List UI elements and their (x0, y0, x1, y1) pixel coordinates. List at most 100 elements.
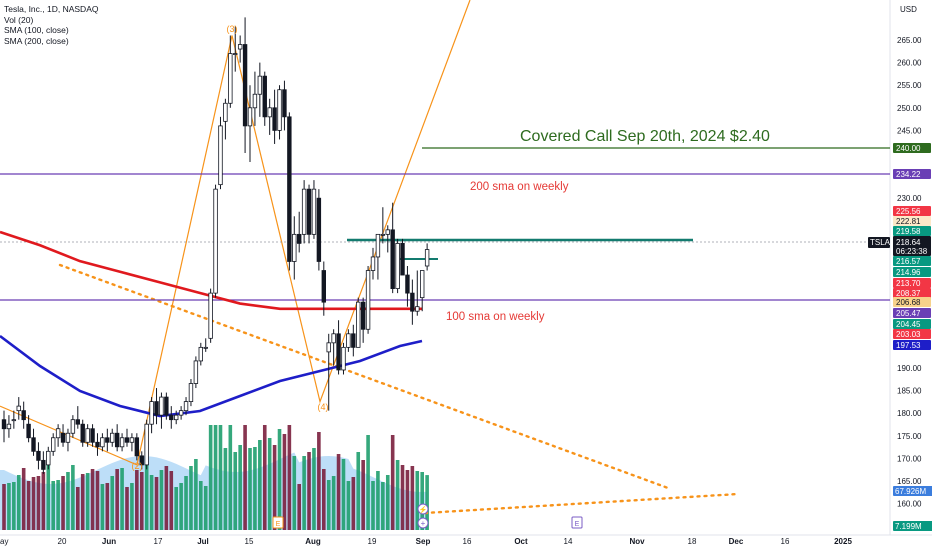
candle-body (90, 428, 95, 443)
volume-bar (326, 480, 331, 530)
price-axis-tick: 230.00 (897, 194, 922, 203)
candle-body (272, 107, 277, 131)
volume-bar (302, 456, 306, 530)
price-badge (893, 267, 931, 277)
candle-body (159, 396, 164, 416)
candle-body (16, 405, 21, 412)
volume-bar (174, 487, 178, 530)
time-axis-tick: Oct (514, 537, 528, 546)
ticker-tag-symbol: TSLA (870, 238, 891, 247)
price-badge (893, 169, 931, 179)
volume-bar (110, 476, 115, 530)
earnings-marker[interactable] (571, 516, 583, 529)
volume-bar (56, 480, 60, 530)
time-axis-tick: 17 (154, 537, 163, 546)
covered-call-annotation: Covered Call Sep 20th, 2024 $2.40 (520, 128, 770, 145)
volume-bar (208, 425, 213, 530)
candle-body (296, 233, 302, 244)
volume-bar (12, 482, 16, 530)
volume-bar (390, 435, 395, 530)
candle-body (134, 437, 140, 457)
volume-bar (203, 486, 208, 530)
earnings-marker-label: E (575, 521, 580, 528)
candle-body (105, 437, 110, 443)
price-axis-tick: 265.00 (897, 36, 922, 45)
time-axis-tick: 19 (368, 537, 377, 546)
candle-body (6, 423, 12, 430)
price-badge-value: 240.00 (896, 144, 921, 153)
time-axis-tick: Dec (729, 537, 744, 546)
candle-body (242, 44, 248, 127)
volume-bar (7, 483, 11, 530)
price-axis-tick: 255.00 (897, 81, 922, 90)
lightning-event-icon[interactable] (417, 503, 429, 515)
time-axis-tick: 16 (463, 537, 472, 546)
price-axis-tick: 245.00 (897, 126, 922, 135)
price-axis-tick: 175.00 (897, 432, 922, 441)
legend-symbol[interactable]: Tesla, Inc., 1D, NASDAQ (4, 4, 99, 14)
time-axis-tick: 16 (781, 537, 790, 546)
wave-label: (2) (132, 461, 143, 471)
candle-body (326, 342, 331, 353)
candle-body (356, 301, 361, 348)
volume-bar (410, 466, 415, 530)
volume-bar (179, 483, 183, 530)
volume-bar (154, 477, 159, 530)
volume-bar (272, 445, 277, 530)
candle-body (95, 441, 100, 448)
candle-body (380, 233, 386, 236)
candle-body (385, 229, 390, 235)
candle-body (375, 233, 381, 258)
volume-bar (346, 481, 351, 530)
volume-bar (21, 468, 26, 530)
candle-body (46, 450, 51, 466)
volume-bar (400, 465, 405, 530)
price-axis-tick: 180.00 (897, 409, 922, 418)
volume-bar (61, 476, 65, 530)
price-axis-tick: 170.00 (897, 454, 922, 463)
volume-bar (381, 482, 385, 530)
candle-body (415, 306, 420, 312)
earnings-marker[interactable] (272, 516, 284, 529)
candle-body (390, 229, 395, 289)
volume-bar (267, 438, 272, 530)
volume-bar (243, 425, 247, 530)
candle-body (419, 270, 425, 299)
candle-body (395, 242, 400, 289)
candle-body (213, 188, 218, 294)
price-badge-value: 205.47 (896, 309, 921, 318)
candle-body (346, 333, 351, 348)
volume-bar (395, 460, 400, 530)
wave-label: (4) (318, 402, 329, 412)
candle-body (198, 346, 203, 362)
legend-volume[interactable]: Vol (20) (4, 14, 34, 25)
legend-sma200[interactable]: SMA (200, close) (4, 35, 69, 46)
volume-bar (66, 472, 70, 530)
volume-bar (366, 435, 370, 530)
volume-bar (341, 459, 346, 530)
volume-bar (420, 472, 424, 530)
add-event-icon[interactable] (417, 517, 429, 529)
price-badge (893, 216, 931, 226)
volume-bar (199, 481, 203, 530)
price-badge (893, 143, 931, 153)
price-badge (893, 226, 931, 236)
volume-bar (51, 481, 55, 530)
time-axis-tick: 15 (245, 537, 254, 546)
price-badge (893, 308, 931, 318)
time-axis-tick: 14 (564, 537, 573, 546)
ticker-tag (868, 237, 890, 248)
candle-body (277, 89, 282, 131)
candle-body (110, 432, 115, 443)
volume-bar (336, 454, 341, 530)
candle-body (80, 423, 85, 443)
legend-sma100[interactable]: SMA (100, close) (4, 25, 69, 35)
candle-body (129, 437, 135, 443)
volume-bar (248, 448, 252, 530)
sma100-weekly-annotation: 100 sma on weekly (446, 311, 545, 323)
volume-bar (415, 471, 420, 530)
volume-bar (317, 432, 321, 530)
candle-body (21, 410, 26, 421)
